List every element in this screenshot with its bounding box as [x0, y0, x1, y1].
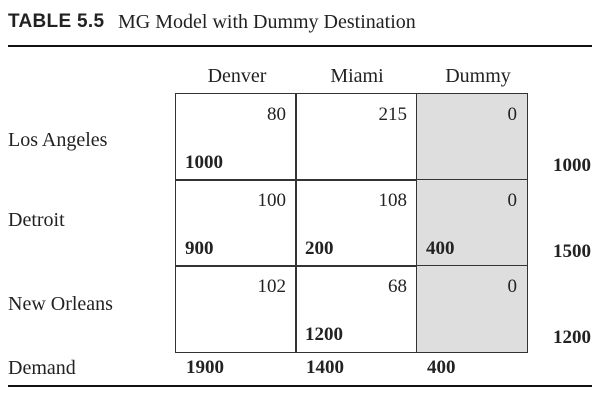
- demand-dummy: 400: [427, 357, 456, 378]
- row-header-demand: Demand: [8, 357, 76, 379]
- cell-detroit-denver: 100 900: [175, 179, 297, 267]
- cell-allocation: 1200: [305, 324, 343, 345]
- cell-la-miami: 215: [295, 93, 418, 181]
- cell-detroit-dummy: 0 400: [416, 179, 528, 267]
- cell-cost: 102: [257, 276, 287, 297]
- cell-detroit-miami: 108 200: [295, 179, 418, 267]
- cell-new-orleans-miami: 68 1200: [295, 265, 418, 353]
- demand-denver: 1900: [186, 357, 224, 378]
- column-header-denver: Denver: [207, 65, 267, 87]
- column-header-miami: Miami: [330, 65, 384, 87]
- cell-cost: 100: [257, 190, 287, 211]
- supply-new-orleans: 1200: [553, 327, 591, 348]
- supply-detroit: 1500: [553, 241, 591, 262]
- cell-new-orleans-dummy: 0: [416, 265, 528, 353]
- cell-cost: 68: [388, 276, 407, 297]
- bottom-rule: [8, 385, 592, 387]
- cell-allocation: 1000: [185, 152, 223, 173]
- cell-cost: 0: [507, 190, 518, 211]
- table-title-bar: TABLE 5.5 MG Model with Dummy Destinatio…: [8, 11, 592, 47]
- column-header-dummy: Dummy: [445, 65, 511, 87]
- top-rule: [8, 45, 592, 47]
- cell-new-orleans-denver: 102: [175, 265, 297, 353]
- cell-la-dummy: 0: [416, 93, 528, 181]
- cell-cost: 0: [507, 104, 518, 125]
- cell-cost: 80: [267, 104, 286, 125]
- cell-cost: 215: [378, 104, 408, 125]
- table-number: TABLE 5.5: [8, 11, 105, 32]
- row-header-new-orleans: New Orleans: [8, 293, 113, 315]
- cell-cost: 108: [378, 190, 408, 211]
- table-caption: MG Model with Dummy Destination: [118, 11, 416, 33]
- cell-la-denver: 80 1000: [175, 93, 297, 181]
- row-header-los-angeles: Los Angeles: [8, 129, 108, 151]
- demand-miami: 1400: [306, 357, 344, 378]
- cell-cost: 0: [507, 276, 518, 297]
- cell-allocation: 900: [185, 238, 214, 259]
- transportation-grid: 80 1000 215 0 100 900 108 200 0 400 102 …: [175, 93, 528, 353]
- supply-los-angeles: 1000: [553, 155, 591, 176]
- row-header-detroit: Detroit: [8, 209, 65, 231]
- cell-allocation: 200: [305, 238, 334, 259]
- cell-allocation: 400: [426, 238, 455, 259]
